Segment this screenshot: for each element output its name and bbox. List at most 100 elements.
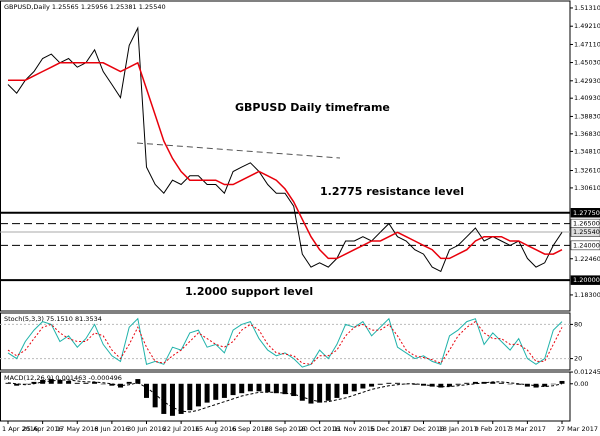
level-label: 1.25540 [573, 228, 600, 236]
x-tick-label: 20 Oct 2016 [300, 425, 340, 433]
macd-bar [386, 382, 392, 384]
macd-bar [221, 383, 227, 398]
level-label: 1.26500 [573, 220, 600, 228]
macd-bar [187, 383, 193, 411]
macd-bar [40, 380, 46, 384]
macd-bar [403, 383, 409, 385]
y-tick-label: 1.38830 [574, 112, 600, 120]
x-tick-label: 28 Sep 2016 [264, 425, 305, 433]
macd-bar [169, 383, 175, 416]
x-tick-label: 8 Jun 2016 [94, 425, 129, 433]
macd-bar [74, 382, 80, 384]
macd-bar [66, 380, 72, 384]
macd-bar [291, 383, 297, 397]
macd-bar [161, 383, 167, 414]
x-tick-label: 6 Sep 2016 [232, 425, 269, 433]
panel-border [0, 0, 571, 312]
series-line [8, 61, 563, 260]
macd-bar [550, 383, 556, 385]
annotation: GBPUSD Daily timeframe [235, 101, 390, 114]
macd-bar [126, 381, 132, 384]
y-tick-label: 1.32610 [574, 167, 600, 175]
macd-bar [204, 383, 210, 403]
level-box [570, 208, 600, 218]
macd-bar [256, 383, 262, 392]
macd-bar [472, 381, 478, 384]
macd-bar [48, 379, 54, 384]
macd-bar [542, 383, 548, 387]
macd-bar [230, 383, 236, 396]
macd-bar [455, 383, 461, 385]
y-tick-label: 1.22460 [574, 255, 600, 263]
macd-bar [282, 383, 288, 395]
macd-bar [446, 383, 452, 387]
series-line [7, 317, 563, 368]
x-tick-label: 25 Apr 2016 [23, 425, 63, 433]
series-line [7, 320, 563, 365]
y-tick-label: 1.49210 [574, 22, 600, 30]
y-tick-label: 1.18300 [574, 291, 600, 299]
y-tick-label: 20 [574, 355, 582, 363]
macd-bar [325, 383, 331, 401]
level-box [570, 240, 600, 251]
x-tick-label: 1 Apr 2016 [2, 425, 38, 433]
panel-title: Stoch(5,3,3) 75.1510 81.3534 [4, 315, 102, 323]
y-tick-label: 1.45030 [574, 59, 600, 67]
macd-bar [343, 383, 349, 395]
macd-bar [360, 383, 366, 389]
macd-bar [118, 383, 124, 388]
macd-bar [369, 383, 375, 387]
macd-bar [109, 383, 115, 386]
macd-bar [308, 383, 314, 404]
macd-bar [57, 380, 63, 384]
x-tick-label: 27 Mar 2017 [557, 425, 598, 433]
panel-title: MACD(12,26,9) 0.001463 -0.000496 [4, 374, 122, 382]
x-tick-label: 27 Dec 2016 [403, 425, 445, 433]
macd-bar [152, 383, 158, 408]
level-box [570, 275, 600, 285]
macd-bar [144, 383, 149, 398]
macd-bar [490, 381, 496, 384]
x-tick-label: 17 May 2016 [56, 425, 98, 433]
x-tick-label: 22 Jul 2016 [163, 425, 200, 433]
macd-bar [438, 383, 444, 388]
x-tick-label: 15 Aug 2016 [195, 425, 237, 433]
y-tick-label: 0.00 [574, 380, 588, 388]
x-tick-label: 30 Jun 2016 [127, 425, 166, 433]
x-tick-label: 3 Mar 2017 [509, 425, 546, 433]
panel-title: GBPUSD,Daily 1.25565 1.25956 1.25381 1.2… [4, 3, 166, 11]
macd-bar [377, 383, 383, 385]
y-tick-label: 1.47110 [574, 40, 600, 48]
macd-bar [533, 383, 539, 388]
panel-border [0, 312, 571, 371]
macd-bar [14, 383, 20, 386]
x-tick-label: 9 Feb 2017 [475, 425, 511, 433]
y-tick-label: 1.40930 [574, 94, 600, 102]
level-label: 1.27750 [573, 209, 600, 217]
macd-bar [135, 379, 141, 384]
macd-bar [31, 381, 37, 384]
x-tick-label: 11 Nov 2016 [333, 425, 375, 433]
annotation: 1.2775 resistance level [320, 185, 464, 198]
y-tick-label: 1.36830 [574, 130, 600, 138]
macd-bar [273, 383, 279, 394]
level-box [570, 227, 600, 237]
signal-line [7, 379, 563, 413]
macd-bar [83, 382, 89, 384]
macd-bar [395, 382, 401, 384]
macd-bar [559, 380, 565, 384]
y-tick-label: 80 [574, 320, 582, 328]
macd-bar [239, 383, 245, 394]
y-tick-label: 1.30610 [574, 184, 600, 192]
macd-bar [464, 382, 470, 384]
macd-bar [299, 383, 305, 401]
trend-line [136, 142, 341, 159]
level-label: 1.24000 [573, 241, 600, 249]
annotation: 1.2000 support level [185, 285, 313, 298]
macd-bar [100, 383, 106, 385]
macd-bar [507, 383, 513, 385]
macd-bar [213, 383, 219, 400]
level-label: 1.20000 [573, 276, 600, 284]
